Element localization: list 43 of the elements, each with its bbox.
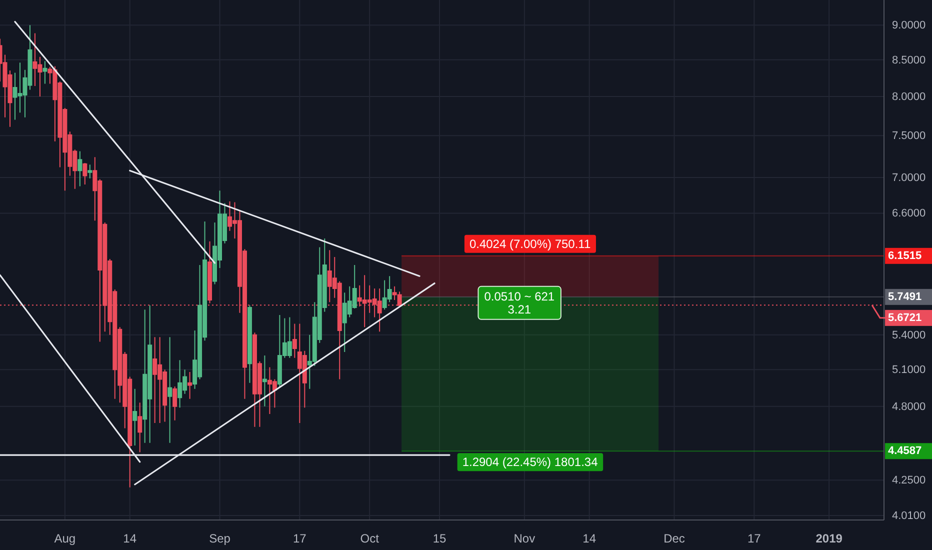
y-tick-label: 4.0100 xyxy=(892,510,926,522)
band-label: 1.2904 (22.45%) 1801.34 xyxy=(462,455,598,470)
y-tick-label: 9.0000 xyxy=(892,20,926,32)
band-label: 0.4024 (7.00%) 750.11 xyxy=(469,236,591,251)
annotation: 0.0510 ~ 621 xyxy=(484,289,555,304)
y-tick-label: 5.4000 xyxy=(892,329,926,342)
ref-line-label: 6.1515 xyxy=(888,250,922,262)
y-tick-label: 4.2500 xyxy=(892,474,926,487)
y-tick-label: 8.5000 xyxy=(892,54,926,66)
candlestick xyxy=(78,150,82,187)
candlestick xyxy=(262,354,267,407)
candlestick xyxy=(188,371,192,400)
y-tick-label: 7.5000 xyxy=(892,130,926,142)
y-tick-label: 6.6000 xyxy=(892,208,926,220)
candlestick xyxy=(138,402,142,453)
candlestick xyxy=(88,164,92,179)
ref-line-label: 5.7491 xyxy=(888,290,922,303)
y-tick-label: 4.8000 xyxy=(892,400,926,413)
x-tick-label: 14 xyxy=(123,532,137,546)
x-tick-label: Dec xyxy=(664,532,685,546)
candlestick xyxy=(132,388,138,446)
candlestick xyxy=(168,336,172,444)
candlestick xyxy=(247,304,252,384)
y-tick-label: 5.1000 xyxy=(892,364,926,376)
annotation: 3.21 xyxy=(508,302,532,316)
x-tick-label: 14 xyxy=(582,532,596,546)
candlestick xyxy=(42,60,48,84)
ref-line-label: 4.4587 xyxy=(888,445,922,458)
x-tick-label: Nov xyxy=(514,532,536,546)
candlestick xyxy=(292,323,297,358)
candlestick xyxy=(208,240,212,304)
x-tick-label: Oct xyxy=(360,532,380,546)
y-tick-label: 8.0000 xyxy=(892,91,926,104)
x-tick-label: 17 xyxy=(747,532,762,546)
x-tick-label: 17 xyxy=(292,532,307,546)
y-tick-label: 7.0000 xyxy=(892,172,926,184)
x-tick-label: Sep xyxy=(209,532,231,546)
x-tick-label: Aug xyxy=(54,532,76,546)
candlestick xyxy=(172,386,178,421)
x-tick-label: 2019 xyxy=(816,532,843,546)
x-tick-label: 15 xyxy=(432,532,446,546)
legend-label: 5.6721 xyxy=(888,312,922,324)
candlestick xyxy=(82,162,88,185)
